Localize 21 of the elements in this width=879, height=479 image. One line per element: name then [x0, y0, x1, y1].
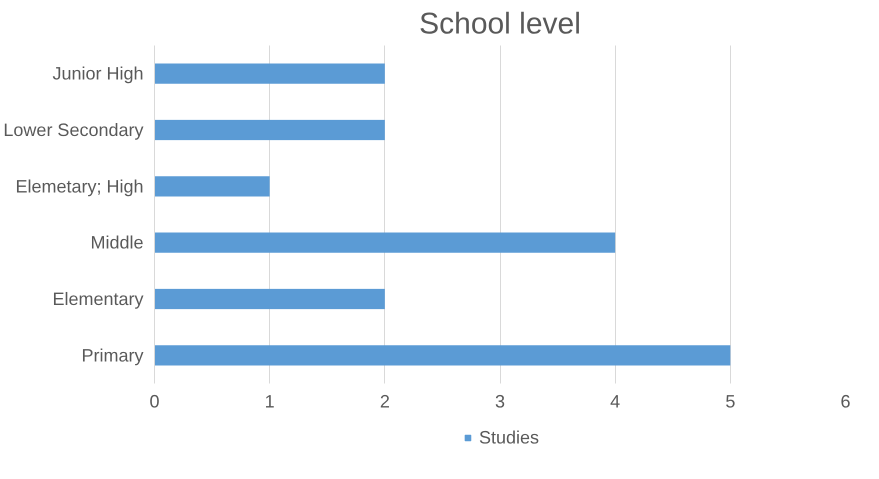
- chart-title: School level: [419, 8, 581, 40]
- bar: [154, 288, 385, 310]
- x-tick-label: 2: [380, 392, 390, 412]
- bar: [154, 176, 270, 196]
- y-tick-label: Junior High: [52, 64, 144, 84]
- x-tick-label: 4: [610, 392, 620, 412]
- legend-label: Studies: [478, 427, 540, 448]
- y-tick-label: Lower Secondary: [3, 120, 144, 140]
- x-tick-label: 3: [494, 392, 506, 412]
- y-tick-label: Elemetary; High: [15, 176, 144, 196]
- y-tick-label: Middle: [90, 232, 144, 253]
- bar: [154, 64, 385, 84]
- bar: [154, 232, 616, 253]
- bar: [154, 120, 385, 140]
- bar: [154, 345, 730, 366]
- x-tick-label: 0: [149, 392, 160, 412]
- y-tick-label: Primary: [82, 345, 144, 366]
- x-tick-label: 5: [725, 392, 736, 412]
- x-tick-label: 1: [264, 392, 275, 412]
- x-tick-label: 6: [840, 392, 851, 412]
- y-tick-label: Elementary: [52, 289, 144, 309]
